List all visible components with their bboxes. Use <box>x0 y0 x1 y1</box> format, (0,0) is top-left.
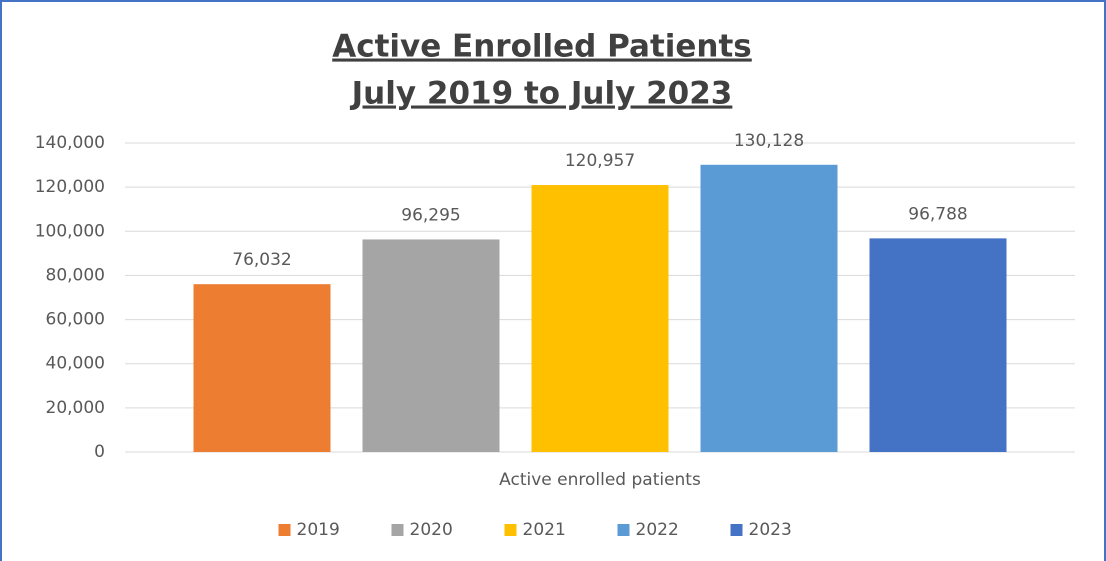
y-tick-label: 0 <box>94 442 105 462</box>
y-tick-label: 40,000 <box>46 354 105 374</box>
bar <box>193 284 331 452</box>
legend-swatch <box>730 524 743 536</box>
bar <box>700 164 838 452</box>
y-tick-label: 60,000 <box>46 310 105 330</box>
legend-label: 2019 <box>297 520 340 540</box>
data-label: 96,295 <box>401 205 460 225</box>
data-label: 76,032 <box>232 250 291 270</box>
bar <box>869 238 1007 452</box>
legend-swatch <box>504 524 517 536</box>
legend-label: 2023 <box>749 520 792 540</box>
legend-label: 2020 <box>410 520 453 540</box>
y-tick-label: 100,000 <box>35 221 105 241</box>
chart-title: Active Enrolled Patients <box>332 29 752 65</box>
data-label: 130,128 <box>734 131 804 151</box>
chart-subtitle: July 2019 to July 2023 <box>350 76 733 112</box>
legend-label: 2021 <box>523 520 566 540</box>
legend-swatch <box>617 524 630 536</box>
legend-swatch <box>278 524 291 536</box>
legend-swatch <box>391 524 404 536</box>
bar <box>531 185 669 452</box>
legend-label: 2022 <box>636 520 679 540</box>
bar <box>362 239 500 452</box>
y-tick-label: 80,000 <box>46 265 105 285</box>
data-label: 120,957 <box>565 151 635 171</box>
y-tick-label: 120,000 <box>35 177 105 197</box>
y-tick-label: 20,000 <box>46 398 105 418</box>
x-tick-label: Active enrolled patients <box>499 470 701 490</box>
y-tick-label: 140,000 <box>35 133 105 153</box>
data-label: 96,788 <box>908 204 967 224</box>
